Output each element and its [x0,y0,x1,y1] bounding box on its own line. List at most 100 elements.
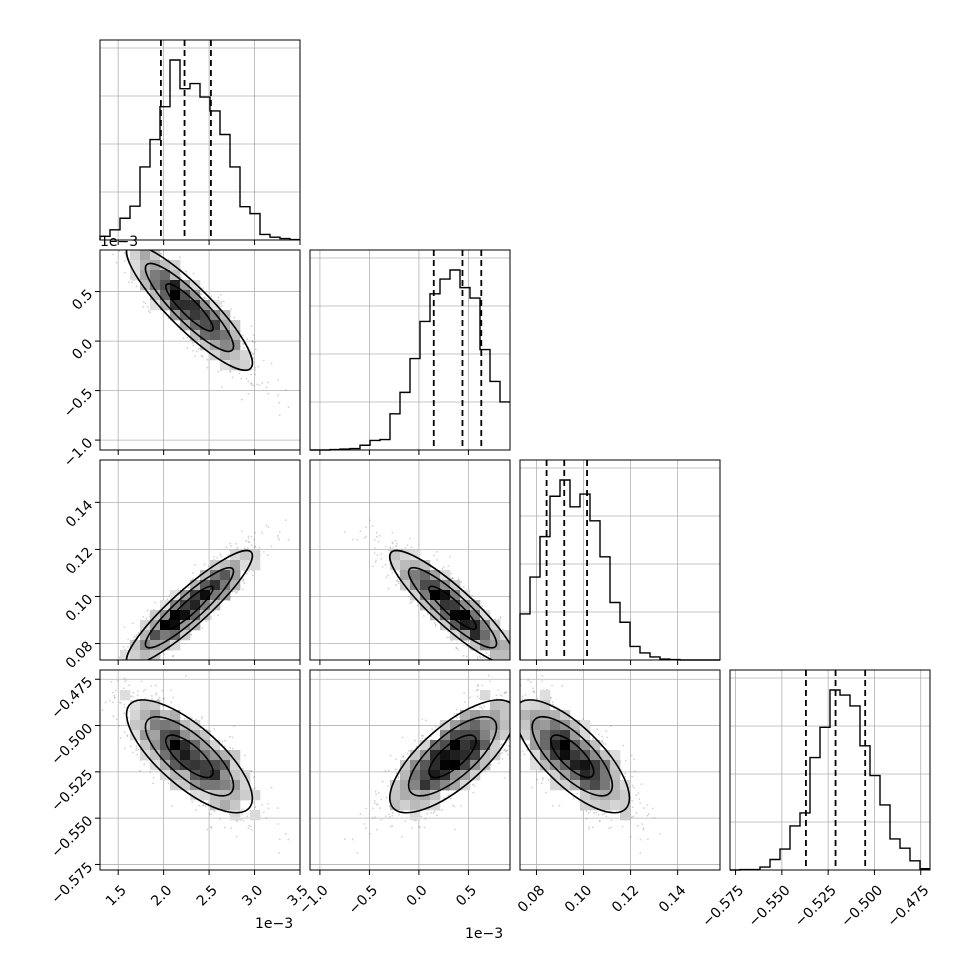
sample-point [377,540,380,543]
density-cell [430,580,441,591]
sample-point [265,524,268,527]
sample-point [258,547,261,549]
density-cell [400,570,411,581]
sample-point [133,636,136,639]
sample-point [258,384,261,387]
sample-point [267,526,270,529]
sample-point [154,601,157,604]
sample-point [191,801,194,803]
panel-1-1 [310,250,510,450]
density-2-1 [343,519,540,682]
density-cell [470,600,481,611]
density-cell [440,590,451,601]
sample-point [191,341,194,344]
density-cell [180,290,191,301]
sample-point [194,355,196,358]
density-cell [490,650,501,660]
sample-point [247,537,250,540]
sample-point [375,559,377,562]
sample-point [160,252,163,255]
density-cell [500,640,510,651]
sample-point [534,680,536,682]
sample-point [446,636,449,639]
density-cell [170,260,181,271]
sample-point [202,287,204,290]
sample-point [104,701,107,704]
sample-point [257,365,260,368]
sample-point [359,530,362,533]
density-cell [180,280,191,291]
density-2-0 [105,519,290,704]
density-cell [220,570,231,581]
sample-point [114,702,116,704]
density-cell [450,620,461,631]
density-cell [230,320,241,331]
density-cell [190,320,201,331]
sample-point [442,566,445,568]
contour-level-1 [144,566,235,649]
sample-point [142,244,144,246]
density-cell [410,580,421,591]
sample-point [261,382,264,385]
sample-point [246,546,249,549]
sample-point [521,641,523,643]
sample-point [515,667,517,669]
density-cell [410,590,421,601]
sample-point [220,305,223,308]
sample-point [513,651,515,653]
density-cell [220,590,231,601]
sample-point [252,357,255,360]
density-cell [140,260,151,271]
density-cell [450,580,461,591]
sample-point [128,676,130,678]
sample-point [234,590,236,593]
sample-point [105,676,107,678]
panel-0-0 [100,40,300,240]
density-cell [150,280,161,291]
sample-point [147,310,150,312]
sample-point [127,645,129,648]
sample-point [143,243,145,245]
density-cell [190,610,201,621]
sample-point [242,579,245,581]
density-cell [130,250,141,261]
density-cell [430,570,441,581]
sample-point [511,647,513,649]
sample-point [192,344,195,347]
sample-point [375,535,378,538]
sample-point [230,308,233,311]
sample-point [242,819,245,822]
sample-point [235,548,238,551]
sample-point [131,622,134,625]
density-cell [480,630,491,641]
sample-point [249,383,252,385]
sample-point [122,646,125,648]
sample-point [538,676,540,678]
sample-point [200,354,203,357]
sample-point [229,542,232,545]
sample-point [196,340,199,342]
sample-point [448,555,451,558]
sample-point [246,815,249,818]
sample-point [387,587,390,590]
density-cell [490,630,501,641]
sample-point [378,534,381,537]
sample-point [144,302,147,305]
sample-point [128,281,131,284]
density-cell [410,570,421,581]
sample-point [450,572,453,575]
sample-point [168,594,171,597]
sample-point [435,550,438,553]
sample-point [278,538,281,541]
sample-point [343,531,346,534]
density-cell [140,280,151,291]
sample-point [229,370,232,373]
sample-point [136,674,138,676]
density-cell [210,600,221,611]
sample-point [144,243,146,245]
sample-point [253,538,255,541]
sample-point [89,695,91,697]
sample-point [407,595,410,598]
sample-point [230,827,233,830]
sample-point [373,538,376,541]
